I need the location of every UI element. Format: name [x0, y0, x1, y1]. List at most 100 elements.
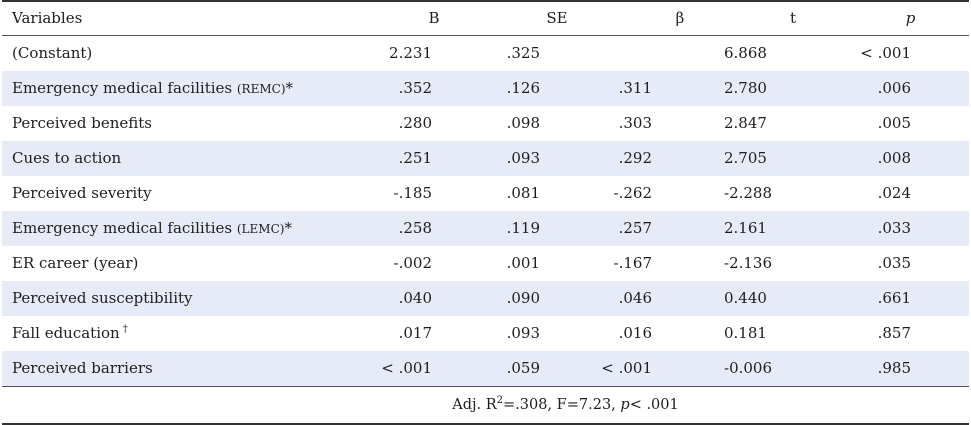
t-value: -0.006 — [724, 359, 773, 377]
table-row: Perceived benefits .280 .098 .303 2.847 .005 — [2, 105, 969, 141]
table-body: (Constant) 2.231 .325 6.868 < .001 Emergency … — [2, 35, 969, 386]
header-t: t — [789, 9, 797, 28]
variable-name-cell: ER career (year) — [2, 246, 340, 281]
variable-name-cell: (Constant) — [2, 35, 340, 71]
t-value: 2.705 — [724, 149, 767, 167]
p-value: .661 — [877, 289, 911, 307]
p-value: .985 — [877, 359, 911, 377]
r-squared-exponent: 2 — [496, 394, 504, 406]
table-row: Emergency medical facilities (LEMC)* .258… — [2, 210, 969, 246]
variable-name: (Constant) — [12, 44, 93, 62]
se-value: .093 — [506, 149, 540, 167]
variable-name-cell: Perceived susceptibility — [2, 281, 340, 316]
beta-value: -.262 — [613, 184, 652, 202]
variable-name: Emergency medical facilities — [12, 79, 237, 97]
header-row: Variables B SE β t p — [2, 1, 969, 35]
t-value: 6.868 — [724, 44, 767, 62]
variable-name: Emergency medical facilities — [12, 219, 237, 237]
table-row: Cues to action .251 .093 .292 2.705 .008 — [2, 140, 969, 176]
beta-value: .292 — [618, 149, 652, 167]
beta-value: .257 — [618, 219, 652, 237]
t-value: 0.181 — [724, 324, 767, 342]
b-value: 2.231 — [389, 44, 432, 62]
footnote-mark: * — [284, 219, 292, 237]
variable-name-cell: Perceived barriers — [2, 351, 340, 387]
beta-value: .311 — [618, 79, 652, 97]
t-value: 2.780 — [724, 79, 767, 97]
variable-name-cell: Fall education † — [2, 316, 340, 351]
variable-name-cell: Perceived severity — [2, 176, 340, 211]
variable-name: Perceived benefits — [12, 114, 153, 132]
p-value: .006 — [877, 79, 911, 97]
header-variables: Variables — [12, 9, 83, 28]
model-fit-note: Adj. R2=.308, F=7.23, p< .001 — [2, 386, 969, 424]
variable-name: Perceived barriers — [12, 359, 153, 377]
header-b: B — [428, 9, 440, 28]
p-value: .035 — [877, 254, 911, 272]
footnote-mark: * — [285, 79, 294, 97]
b-value: .352 — [398, 79, 432, 97]
variable-abbreviation: (REMC) — [236, 82, 286, 96]
b-value: .017 — [398, 324, 432, 342]
footnote-mark: † — [122, 324, 128, 335]
table-row: Perceived barriers < .001 .059 < .001 -0.006… — [2, 350, 969, 387]
model-fit-values: =.308, F=7.23, — [503, 396, 621, 413]
table-row: Fall education † .017 .093 .016 0.181 .857 — [2, 315, 969, 351]
b-value: .258 — [398, 219, 432, 237]
t-value: 0.440 — [724, 289, 767, 307]
variable-name-cell: Emergency medical facilities (REMC)* — [2, 71, 340, 106]
se-value: .081 — [506, 184, 540, 202]
b-value: .251 — [398, 149, 432, 167]
variable-name-cell: Emergency medical facilities (LEMC)* — [2, 211, 340, 246]
variable-abbreviation: (LEMC) — [236, 222, 285, 236]
beta-value — [596, 35, 724, 71]
se-value: .325 — [506, 44, 540, 62]
beta-value: .046 — [618, 289, 652, 307]
beta-value: .016 — [618, 324, 652, 342]
b-value: .280 — [398, 114, 432, 132]
table-row: Perceived severity -.185 .081 -.262 -2.288 .0… — [2, 175, 969, 211]
header-beta: β — [675, 9, 685, 28]
p-value: .033 — [877, 219, 911, 237]
se-value: .093 — [506, 324, 540, 342]
se-value: .059 — [506, 359, 540, 377]
t-value: -2.136 — [724, 254, 773, 272]
p-value: .008 — [877, 149, 911, 167]
t-value: -2.288 — [724, 184, 773, 202]
model-p-label: p — [620, 396, 630, 413]
variable-name: Perceived susceptibility — [12, 289, 193, 307]
table-row: (Constant) 2.231 .325 6.868 < .001 — [2, 35, 969, 71]
beta-value: -.167 — [613, 254, 652, 272]
b-value: .040 — [398, 289, 432, 307]
p-value: .857 — [877, 324, 911, 342]
beta-value: < .001 — [601, 359, 652, 377]
table-row: Perceived susceptibility .040 .090 .046 0.44… — [2, 280, 969, 316]
b-value: -.002 — [393, 254, 432, 272]
se-value: .126 — [506, 79, 540, 97]
t-value: 2.847 — [724, 114, 767, 132]
p-value: .024 — [877, 184, 911, 202]
se-value: .001 — [506, 254, 540, 272]
adj-r-label: Adj. R — [452, 396, 497, 413]
footer-row: Adj. R2=.308, F=7.23, p< .001 — [2, 386, 969, 424]
variable-name: Fall education — [12, 324, 120, 342]
t-value: 2.161 — [724, 219, 767, 237]
model-p-value: < .001 — [629, 396, 679, 413]
se-value: .119 — [506, 219, 540, 237]
p-value: < .001 — [860, 44, 911, 62]
variable-name-cell: Cues to action — [2, 141, 340, 176]
table-row: ER career (year) -.002 .001 -.167 -2.136 .035 — [2, 245, 969, 281]
se-value: .098 — [506, 114, 540, 132]
se-value: .090 — [506, 289, 540, 307]
header-p: p — [905, 9, 916, 28]
header-se: SE — [546, 9, 568, 28]
beta-value: .303 — [618, 114, 652, 132]
b-value: < .001 — [381, 359, 432, 377]
variable-name: Perceived severity — [12, 184, 152, 202]
variable-name: Cues to action — [12, 149, 122, 167]
variable-name-cell: Perceived benefits — [2, 106, 340, 141]
table-row: Emergency medical facilities (REMC)* .352… — [2, 70, 969, 106]
b-value: -.185 — [393, 184, 432, 202]
p-value: .005 — [877, 114, 911, 132]
